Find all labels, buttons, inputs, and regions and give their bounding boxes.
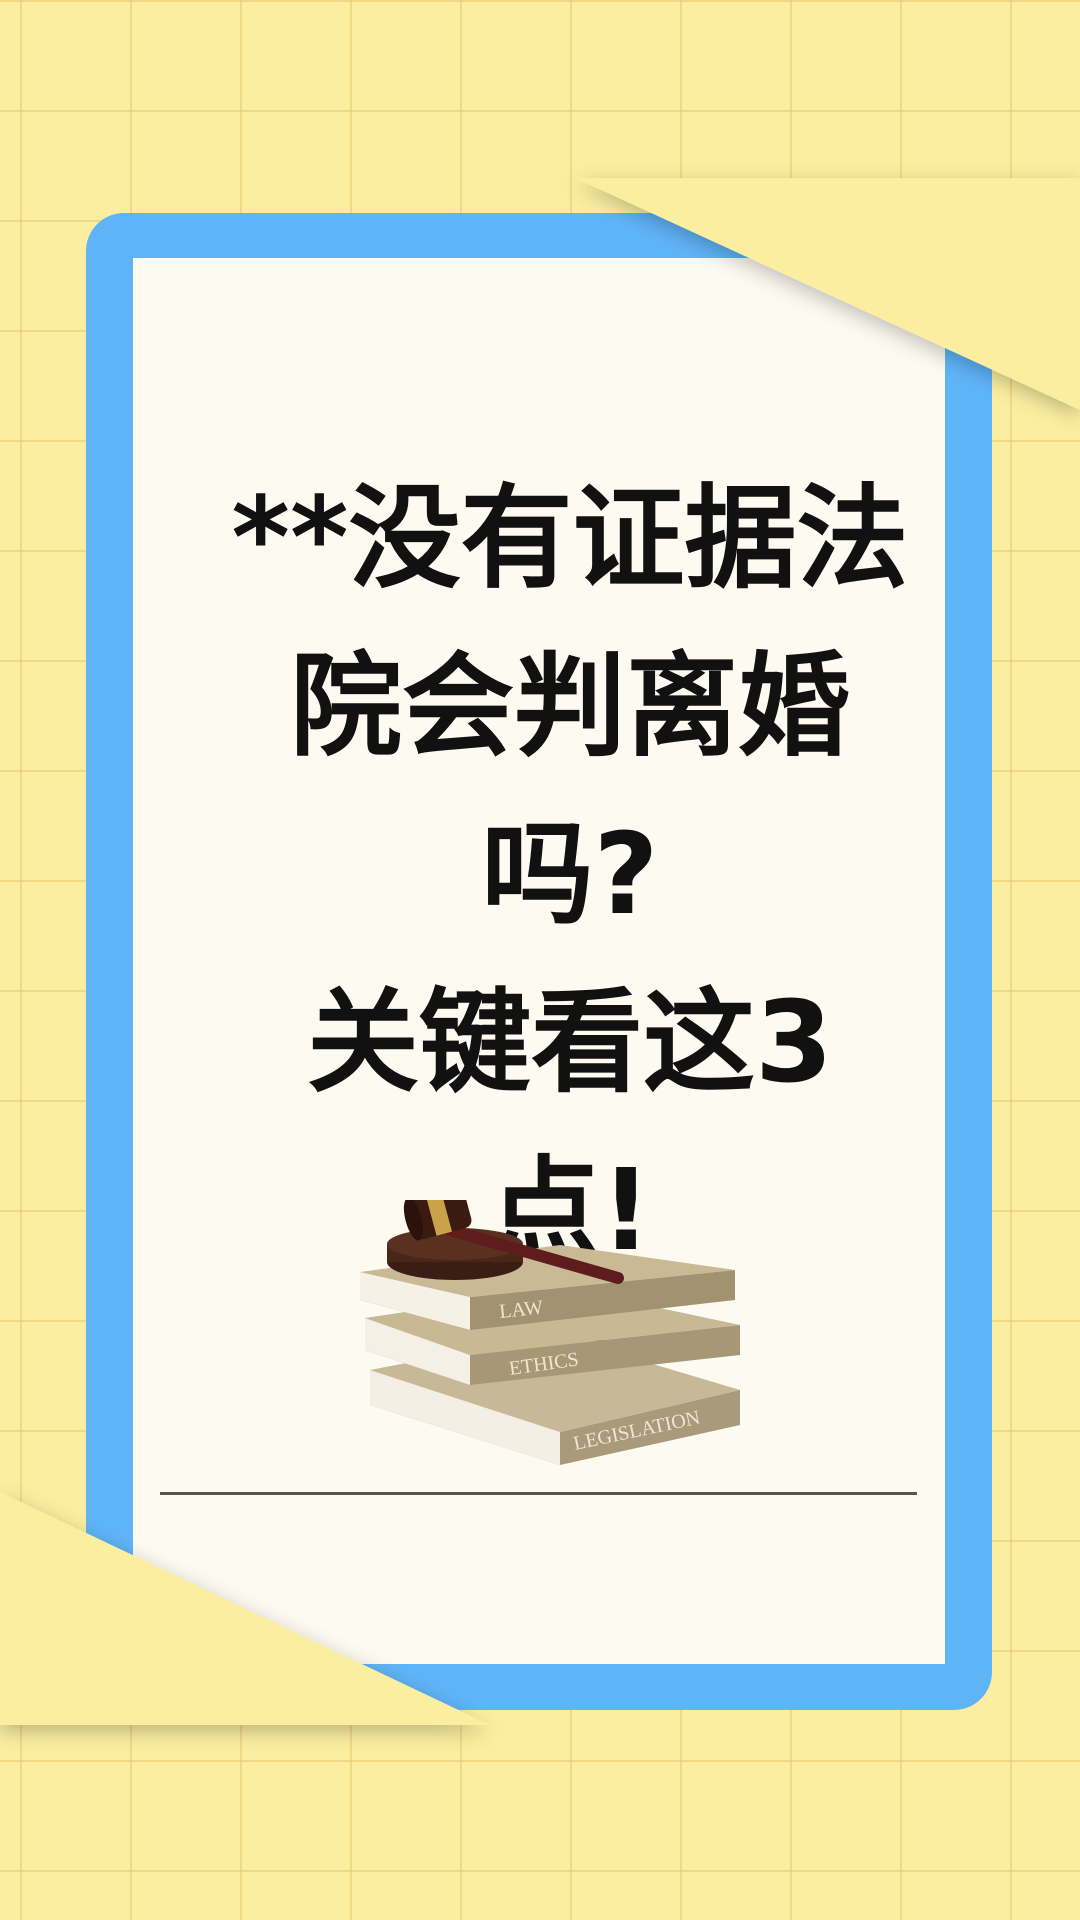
headline-line-2: 院会判离婚 xyxy=(290,642,850,772)
spine-label-top: LAW xyxy=(498,1296,544,1322)
gavel-handle xyxy=(444,1224,624,1284)
book-top: LAW xyxy=(360,1245,735,1330)
book-stack: LEGISLATION ETHICS LAW xyxy=(360,1245,740,1465)
headline-line-1: **没有证据法 xyxy=(231,474,909,604)
headline-line-3: 吗? xyxy=(481,810,659,940)
headline-line-4: 关键看这3 xyxy=(307,978,833,1108)
gavel xyxy=(387,1200,624,1284)
gavel-and-law-books-image: LEGISLATION ETHICS LAW xyxy=(360,1200,740,1465)
divider-line xyxy=(160,1492,917,1495)
gavel-head xyxy=(403,1200,472,1241)
